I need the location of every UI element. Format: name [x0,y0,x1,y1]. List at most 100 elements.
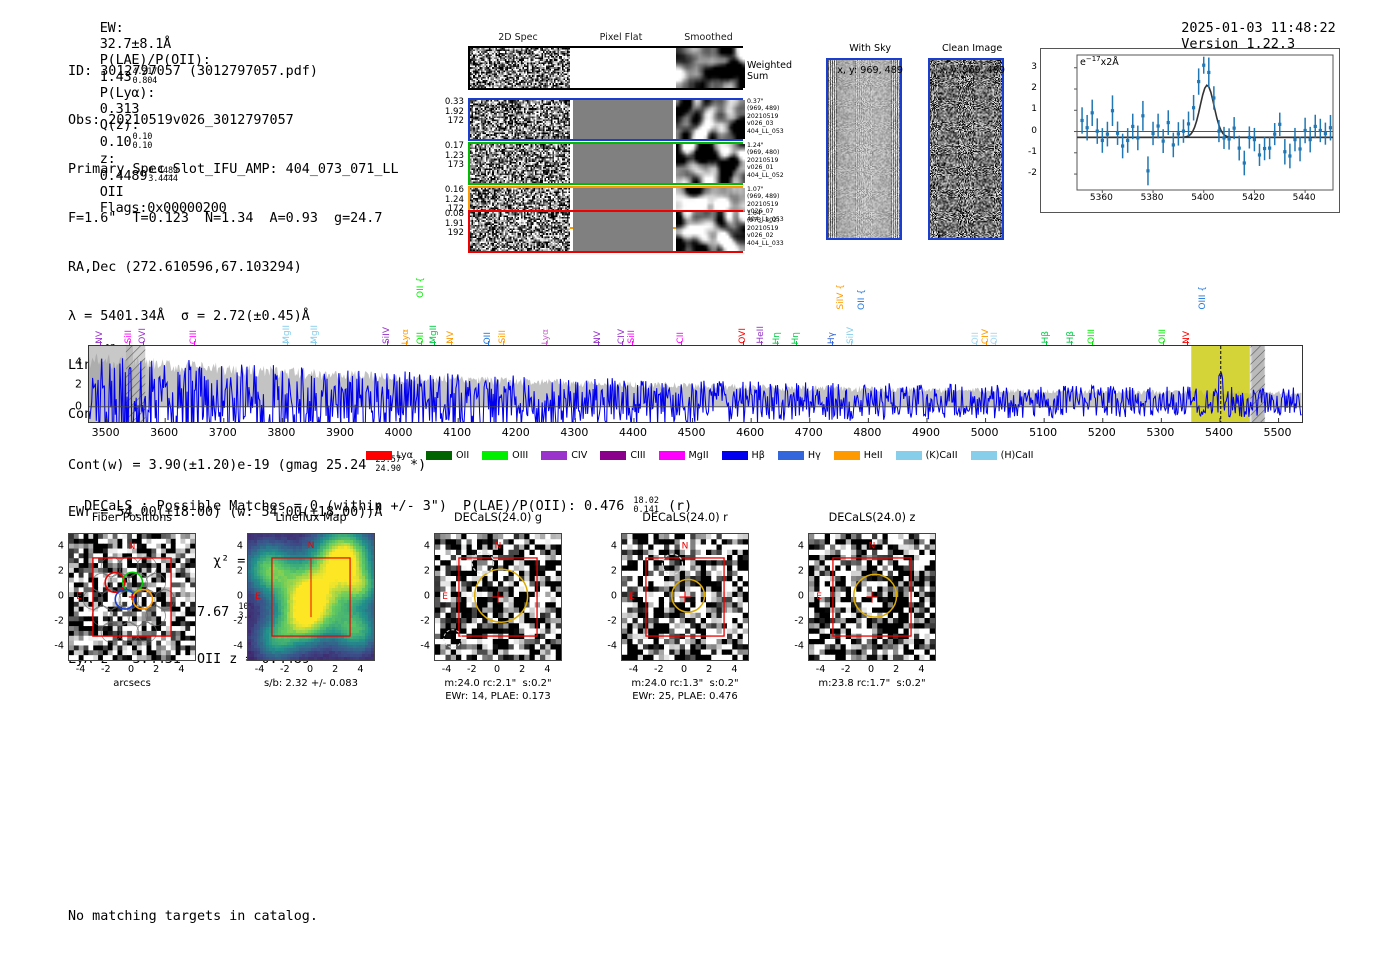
full-spectrum-ytick: 0 [75,399,82,413]
spec2d-row: 0.17 1.23 173 1.24" (969, 480) 20210519 … [445,141,784,185]
emission-line-tick [975,341,977,346]
flags-value: Flags:0x00000200 [99,199,227,216]
decals-g-caption: m:24.0 rc:2.1" s:0.2" EWr: 14, PLAE: 0.1… [444,678,552,702]
spec2d-row: 0.08 1.91 192 1.64" (973, 302) 20210519 … [445,209,784,253]
decals-z-title: DECaLS(24.0) z [828,511,916,524]
cutout-xtick: 0 [680,664,688,675]
legend-swatch [721,451,748,460]
zoomplot-ytick: 2 [1031,83,1037,94]
info-obs: Obs: 20210519v026_3012797057 [68,112,294,128]
spec2d-row-left-stats: 0.08 1.91 192 [444,209,464,239]
full-spectrum-xtick: 5400 [1204,426,1233,439]
cutout-xtick: 4 [731,664,738,675]
zoomplot-xtick: 5420 [1241,193,1265,203]
legend-label: CIII [630,450,646,461]
decals-prefix: DECaLS : Possible Matches = 0 (within +/… [84,499,633,515]
plae-bounds: 4.217 0.804 [132,67,158,86]
full-spectrum-xtick: 5300 [1146,426,1175,439]
spec2d-row-box [468,210,745,253]
with-sky-panel: With Sky x, y: 969, 489 [826,43,903,240]
full-spectrum-xtick: 4700 [794,426,823,439]
full-spectrum-xtick: 5000 [970,426,999,439]
fiber-positions-xlabel: arcsecs [113,678,151,689]
z-value: 0.4489 [99,167,148,184]
cutout-xtick: -4 [441,664,452,675]
col-title-pixelflat: Pixel Flat [599,32,643,43]
cutout-ytick: -4 [54,640,64,652]
emission-line-tick [287,341,289,346]
spec2d-row-left-stats: 0.33 1.92 172 [444,97,464,127]
z-species: OII [99,183,124,200]
full-spectrum-xtick: 4100 [443,426,472,439]
emission-line-tick [315,341,317,346]
full-spectrum-svg [89,346,1302,422]
lineflux-map-title: Lineflux Map [275,511,347,524]
cutout-xtick: -4 [254,664,265,675]
info-seeing: F=1.6" T=0.123 N=1.34 A=0.93 g=24.7 [68,210,383,226]
footer-line-1: No matching targets in catalog. [68,909,318,924]
plya-value: 0.313 [99,101,140,118]
full-spectrum-frame [88,345,1303,423]
info-slot: Primary Spec_Slot_IFU_AMP: 404_073_071_L… [68,161,399,177]
legend-item: Hγ [777,450,821,461]
noise-2dspec [470,100,570,139]
info-ewr: EWr = 54.00(±18.00) (w: 54.00(±18.00))Å [68,504,383,520]
emission-line-tick [995,341,997,346]
cutout-ytick: 0 [57,590,64,602]
cutout-ytick: -4 [420,640,430,652]
emission-line-tick [795,341,797,346]
zoomplot-xtick: 5360 [1089,193,1113,203]
info-id: ID: 3012797057 (3012797057.pdf) [68,63,318,79]
cutout-ytick: 4 [57,540,64,552]
emission-line-bracket-label: OII { [415,277,426,298]
cutout-ytick: 4 [423,540,430,552]
full-spectrum-xtick: 4900 [911,426,940,439]
decals-z-caption: m:23.8 rc:1.7" s:0.2" [818,678,926,689]
cutout-ytick: 0 [236,590,243,602]
cutout-xtick: 4 [357,664,364,675]
emission-line-tick [761,341,763,346]
legend-swatch [970,451,997,460]
zoomed-line-profile-plot: e−17x2Å -2 -1 0 1 2 3 5360 5380 5400 5420 5440 [1028,48,1340,213]
cutout-xtick: 2 [153,664,160,675]
noise-2dspec [470,48,570,88]
emission-line-tick [546,341,548,346]
zoomplot-ytick: 0 [1031,125,1037,136]
emission-line-tick [405,341,407,346]
legend-item: Hβ [721,450,765,461]
z-label: z: [99,150,116,167]
cutout-ytick: 2 [797,565,804,577]
legend-swatch [895,451,922,460]
spec2d-row-right-meta: 1.07" (969, 489) 20210519 v026_07 404_LL… [747,186,784,223]
full-spectrum-xtick: 3500 [91,426,120,439]
full-spectrum-xtick: 4400 [618,426,647,439]
noise-2dspec [470,212,570,251]
ew-value: 32.7±8.1Å [99,36,172,52]
cutout-xtick: -4 [815,664,826,675]
clean-image-title: Clean Image [941,43,1003,54]
cutout-ytick: -2 [420,615,430,627]
emission-line-tick [850,341,852,346]
legend-item: CIV [541,450,587,461]
legend-label: Hβ [751,450,765,461]
cutout-xtick: -2 [841,664,851,675]
with-sky-title: With Sky [849,43,892,54]
svg-text:E: E [76,592,82,602]
full-spectrum-line-labels: NV SiII OVI CIII MgII MgII SiIV Lyα OII MgII NV OII… [88,276,1303,346]
legend-item: HeII [833,450,883,461]
full-spectrum-xtick: 5500 [1263,426,1292,439]
timestamp: 2025-01-03 11:48:22 [1181,20,1336,36]
emission-line-tick [743,341,745,346]
emission-line-tick [194,341,196,346]
with-sky-coords: x, y: 969, 489 [837,65,903,76]
cutout-ytick: 0 [797,590,804,602]
cutout-ytick: 0 [610,590,617,602]
qz-bounds: 0.10 0.10 [132,132,153,151]
noise-2dspec [470,144,570,183]
zoomplot-xtick: 5400 [1191,193,1215,203]
info-lambda: λ = 5401.34Å σ = 2.72(±0.45)Å [68,308,310,324]
header-summary: EW: 32.7±8.1Å P(LAE)/P(OII): 1.43 4.217 0.… [68,4,227,232]
emission-line-tick [985,341,987,346]
